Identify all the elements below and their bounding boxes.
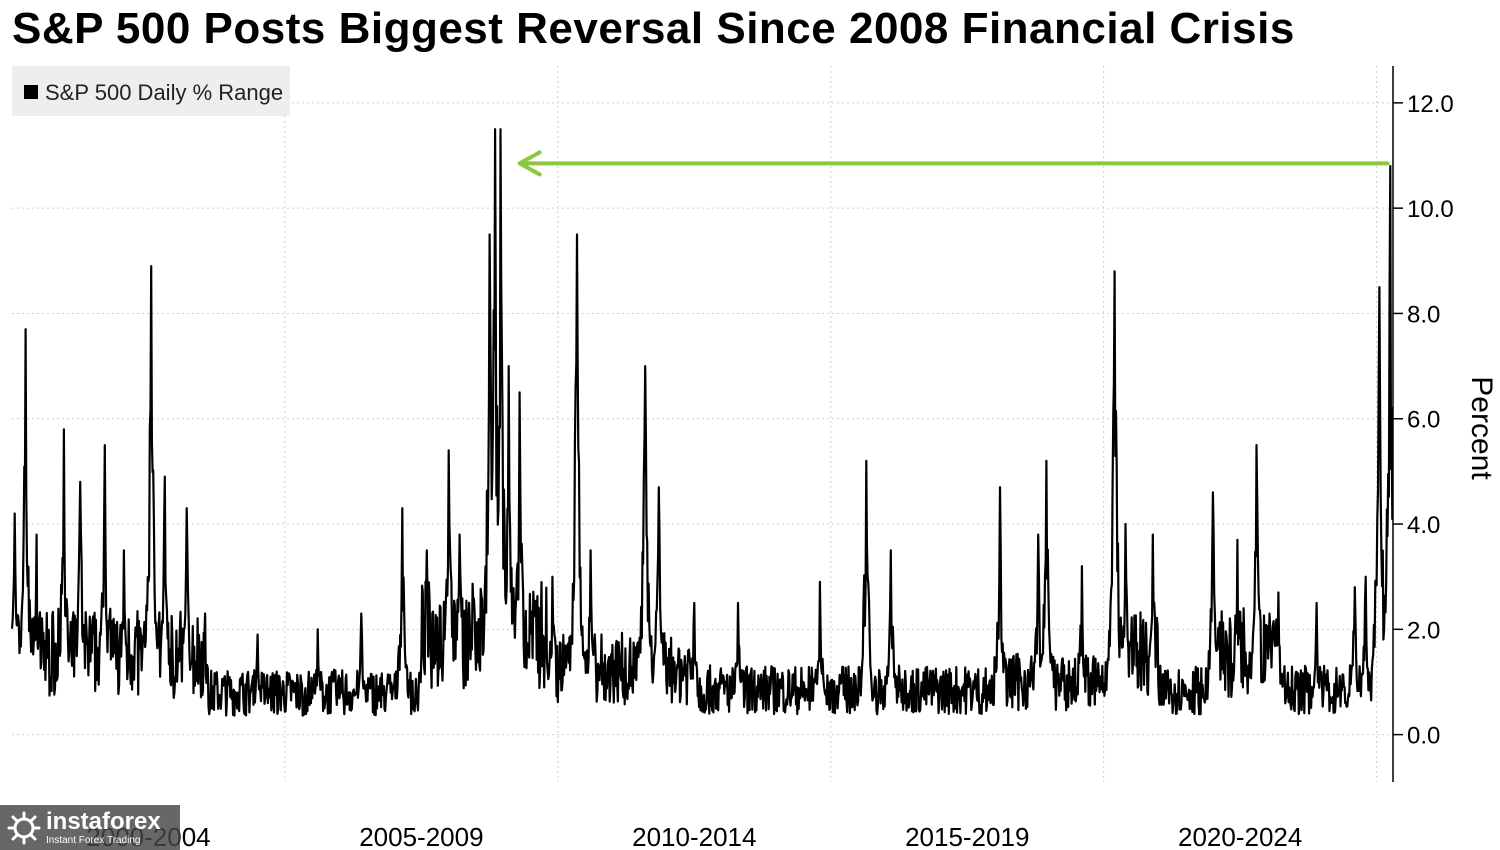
arrow-head [517, 150, 542, 177]
y-tick-label: 12.0 [1407, 91, 1454, 118]
watermark-tagline: Instant Forex Trading [46, 834, 141, 846]
legend-swatch [24, 85, 38, 99]
y-axis-label: Percent [1465, 376, 1498, 480]
x-axis-labels: 2000-20042005-20092010-20142015-20192020… [86, 822, 1302, 850]
y-tick-label: 2.0 [1407, 617, 1440, 644]
x-tick-label: 2020-2024 [1178, 822, 1302, 850]
watermark: instaforex Instant Forex Trading [0, 805, 180, 850]
legend-box [12, 66, 290, 116]
y-axis-ticks: 0.0 2.0 4.0 6.0 8.0 10.0 12.0 [1393, 91, 1454, 750]
instaforex-logo-icon [7, 811, 41, 844]
series-line [10, 128, 1394, 717]
y-tick-label: 10.0 [1407, 196, 1454, 223]
y-tick-label: 4.0 [1407, 512, 1440, 539]
x-tick-label: 2010-2014 [632, 822, 756, 850]
y-tick-label: 6.0 [1407, 407, 1440, 434]
annotation-arrow [517, 150, 1390, 177]
y-tick-label: 8.0 [1407, 301, 1440, 328]
watermark-brand: instaforex [46, 807, 161, 835]
chart-title: S&P 500 Posts Biggest Reversal Since 200… [12, 4, 1295, 53]
gridlines [12, 66, 1393, 782]
y-tick-label: 0.0 [1407, 723, 1440, 750]
x-tick-label: 2015-2019 [905, 822, 1029, 850]
legend-label: S&P 500 Daily % Range [45, 80, 283, 105]
x-tick-label: 2005-2009 [359, 822, 483, 850]
